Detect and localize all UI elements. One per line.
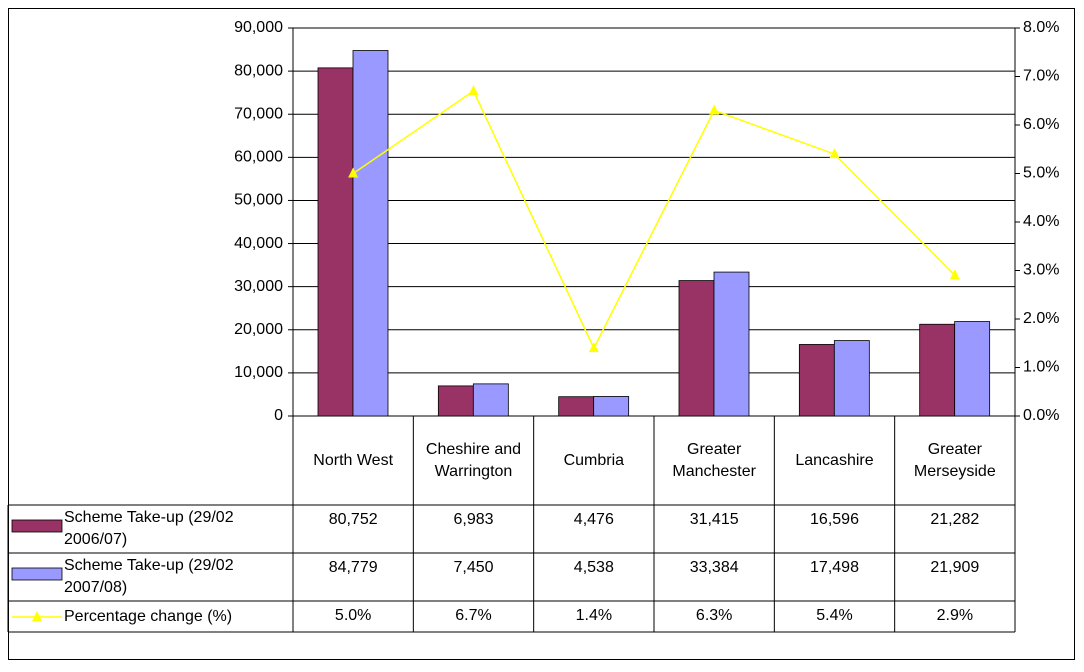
y-tick-label: 40,000 xyxy=(234,235,283,252)
category-label: Lancashire xyxy=(795,451,874,469)
table-value: 80,752 xyxy=(329,511,378,528)
bar xyxy=(472,383,509,417)
legend-label: Scheme Take-up (29/02 2007/08) xyxy=(64,557,234,596)
category-label-box: Greater Manchester xyxy=(672,440,756,480)
table-value: 17,498 xyxy=(810,559,859,576)
legend-key xyxy=(11,567,63,581)
category-label: Greater Manchester xyxy=(672,440,756,480)
marker xyxy=(829,148,840,159)
table-value: 6.7% xyxy=(455,607,491,624)
legend-label-box: Percentage change (%) xyxy=(64,607,233,625)
bar xyxy=(437,385,474,417)
bar xyxy=(558,396,595,417)
y2-tick-label: 8.0% xyxy=(1023,19,1059,36)
bar xyxy=(919,323,956,417)
category-label: Cumbria xyxy=(563,451,625,469)
legend-label: Percentage change (%) xyxy=(64,607,233,625)
legend-label-box: Scheme Take-up (29/02 2007/08) xyxy=(64,557,234,596)
y-tick-label: 90,000 xyxy=(234,19,283,36)
y2-tick-label: 5.0% xyxy=(1023,165,1059,182)
y2-tick-label: 1.0% xyxy=(1023,359,1059,376)
legend-label-box: Scheme Take-up (29/02 2006/07) xyxy=(64,509,234,548)
legend-key xyxy=(32,611,42,621)
legend-label: Scheme Take-up (29/02 2006/07) xyxy=(64,509,234,548)
bar xyxy=(798,344,835,417)
marker xyxy=(949,269,960,280)
table-value: 4,538 xyxy=(574,559,614,576)
marker xyxy=(468,85,479,96)
bar xyxy=(317,67,354,417)
y2-tick-label: 2.0% xyxy=(1023,310,1059,327)
bar xyxy=(352,50,389,417)
table-value: 5.4% xyxy=(816,607,852,624)
category-label-box: Cheshire and Warrington xyxy=(425,440,522,480)
bar xyxy=(593,396,630,417)
category-label-box: North West xyxy=(313,451,394,469)
y-tick-label: 10,000 xyxy=(234,364,283,381)
category-label-box: Cumbria xyxy=(563,451,625,469)
y2-tick-label: 0.0% xyxy=(1023,407,1059,424)
y2-tick-label: 4.0% xyxy=(1023,213,1059,230)
table-value: 1.4% xyxy=(576,607,612,624)
category-label: North West xyxy=(313,451,394,469)
table-value: 33,384 xyxy=(690,559,739,576)
table-value: 31,415 xyxy=(690,511,739,528)
y-tick-label: 70,000 xyxy=(234,105,283,122)
y2-tick-label: 6.0% xyxy=(1023,116,1059,133)
marker xyxy=(348,167,359,178)
table-value: 21,282 xyxy=(930,511,979,528)
table-value: 6,983 xyxy=(453,511,493,528)
bar xyxy=(678,280,715,417)
legend-key xyxy=(11,519,63,533)
table-value: 5.0% xyxy=(335,607,371,624)
y2-tick-label: 3.0% xyxy=(1023,262,1059,279)
table-value: 16,596 xyxy=(810,511,859,528)
y-tick-label: 20,000 xyxy=(234,321,283,338)
y-tick-label: 50,000 xyxy=(234,192,283,209)
table-value: 6.3% xyxy=(696,607,732,624)
chart-border xyxy=(8,8,1075,660)
category-label: Greater Merseyside xyxy=(913,440,996,480)
marker xyxy=(709,104,720,115)
y-tick-label: 60,000 xyxy=(234,149,283,166)
table-value: 4,476 xyxy=(574,511,614,528)
table-value: 21,909 xyxy=(930,559,979,576)
y2-tick-label: 7.0% xyxy=(1023,68,1059,85)
table-value: 2.9% xyxy=(937,607,973,624)
category-label: Cheshire and Warrington xyxy=(425,440,522,480)
bar xyxy=(833,340,870,417)
category-label-box: Lancashire xyxy=(795,451,874,469)
y-tick-label: 30,000 xyxy=(234,278,283,295)
bar xyxy=(954,321,991,417)
bar xyxy=(713,271,750,417)
table-value: 7,450 xyxy=(453,559,493,576)
table-value: 84,779 xyxy=(329,559,378,576)
line xyxy=(352,89,956,350)
y-tick-label: 80,000 xyxy=(234,62,283,79)
marker xyxy=(588,342,599,353)
category-label-box: Greater Merseyside xyxy=(913,440,996,480)
y-tick-label: 0 xyxy=(274,407,283,424)
